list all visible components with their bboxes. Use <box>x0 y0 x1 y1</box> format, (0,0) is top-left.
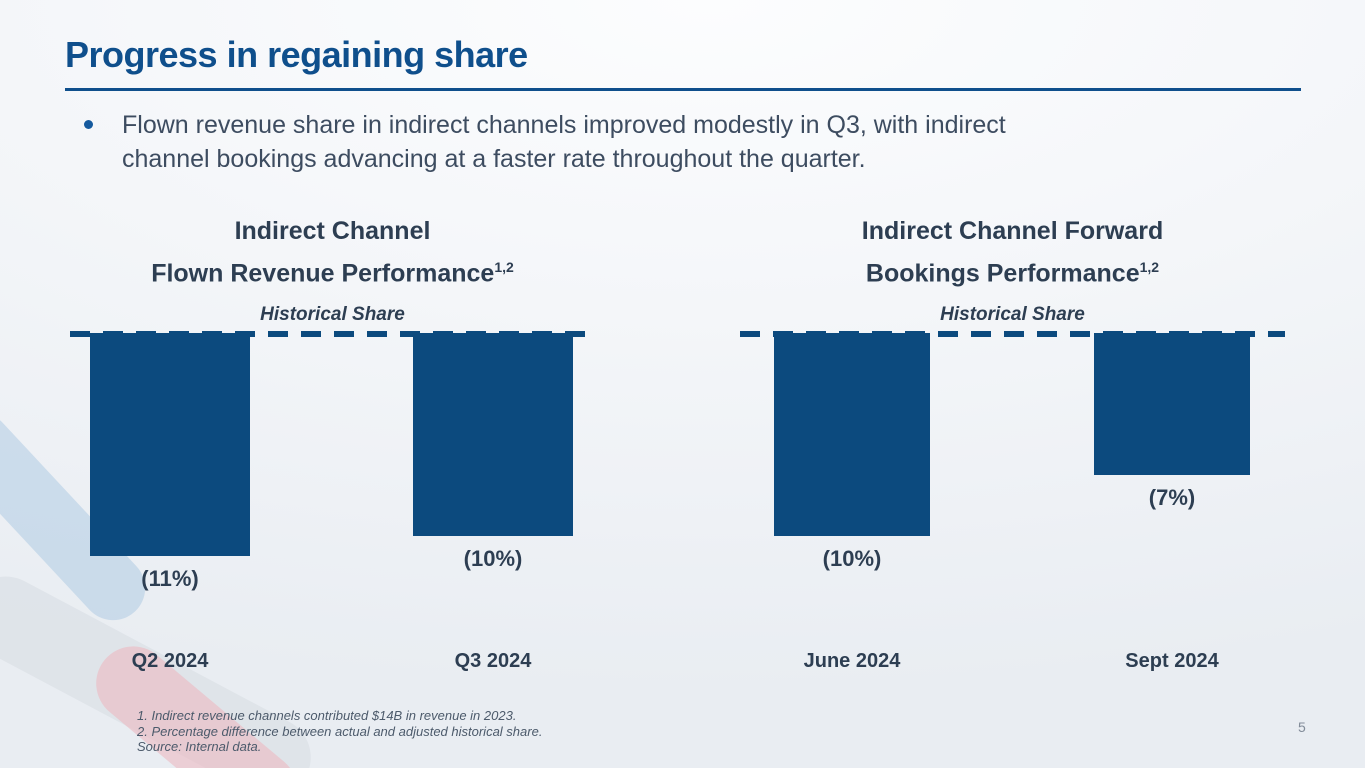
bullet-line-2: channel bookings advancing at a faster r… <box>122 145 866 173</box>
bullet-item: Flown revenue share in indirect channels… <box>84 108 1194 176</box>
historical-share-label: Historical Share <box>260 304 405 325</box>
chart-title-line1: Indirect Channel Forward <box>861 217 1164 245</box>
chart-title-flown-revenue: Indirect Channel Flown Revenue Performan… <box>70 213 595 291</box>
bar-q3-2024 <box>413 333 573 536</box>
bullet-dot-icon <box>84 120 93 129</box>
page-title: Progress in regaining share <box>65 34 528 75</box>
footnote-source: Source: Internal data. <box>137 739 262 754</box>
footnote-1: 1. Indirect revenue channels contributed… <box>137 708 517 723</box>
footnote-marker: 1,2 <box>1139 259 1160 275</box>
chart-plot-flown-revenue: (11%) (10%) <box>70 331 595 651</box>
category-label: Q2 2024 <box>131 650 209 672</box>
page-number: 5 <box>1298 719 1306 735</box>
bar-value-label: (7%) <box>1148 485 1196 510</box>
category-label: Sept 2024 <box>1125 650 1219 672</box>
historical-share-label: Historical Share <box>940 304 1085 325</box>
chart-title-line2: Bookings Performance <box>865 259 1140 288</box>
chart-plot-forward-bookings: (10%) (7%) <box>740 331 1285 651</box>
bar-value-label: (10%) <box>822 546 882 571</box>
chart-categories-flown-revenue: Q2 2024 Q3 2024 <box>70 650 595 680</box>
footnote-marker: 1,2 <box>494 259 514 275</box>
footnote-2: 2. Percentage difference between actual … <box>137 723 543 739</box>
chart-title-forward-bookings: Indirect Channel Forward Bookings Perfor… <box>740 213 1285 291</box>
chart-categories-forward-bookings: June 2024 Sept 2024 <box>740 650 1285 680</box>
bar-sept-2024 <box>1094 333 1250 475</box>
category-label: June 2024 <box>803 650 901 672</box>
bar-q2-2024 <box>90 333 250 556</box>
bar-value-label: (11%) <box>141 566 199 591</box>
bar-june-2024 <box>774 333 930 536</box>
historical-share-baseline <box>70 331 595 337</box>
category-label: Q3 2024 <box>454 650 532 672</box>
footnotes: 1. Indirect revenue channels contributed… <box>137 708 542 755</box>
chart-title-line2: Flown Revenue Performance <box>151 259 495 288</box>
chart-title-line1: Indirect Channel <box>234 217 431 245</box>
bullet-text: Flown revenue share in indirect channels… <box>122 108 1006 176</box>
bar-value-label: (10%) <box>463 546 523 571</box>
historical-share-baseline <box>740 331 1285 337</box>
title-underline <box>65 88 1301 91</box>
bullet-line-1: Flown revenue share in indirect channels… <box>122 111 1006 139</box>
